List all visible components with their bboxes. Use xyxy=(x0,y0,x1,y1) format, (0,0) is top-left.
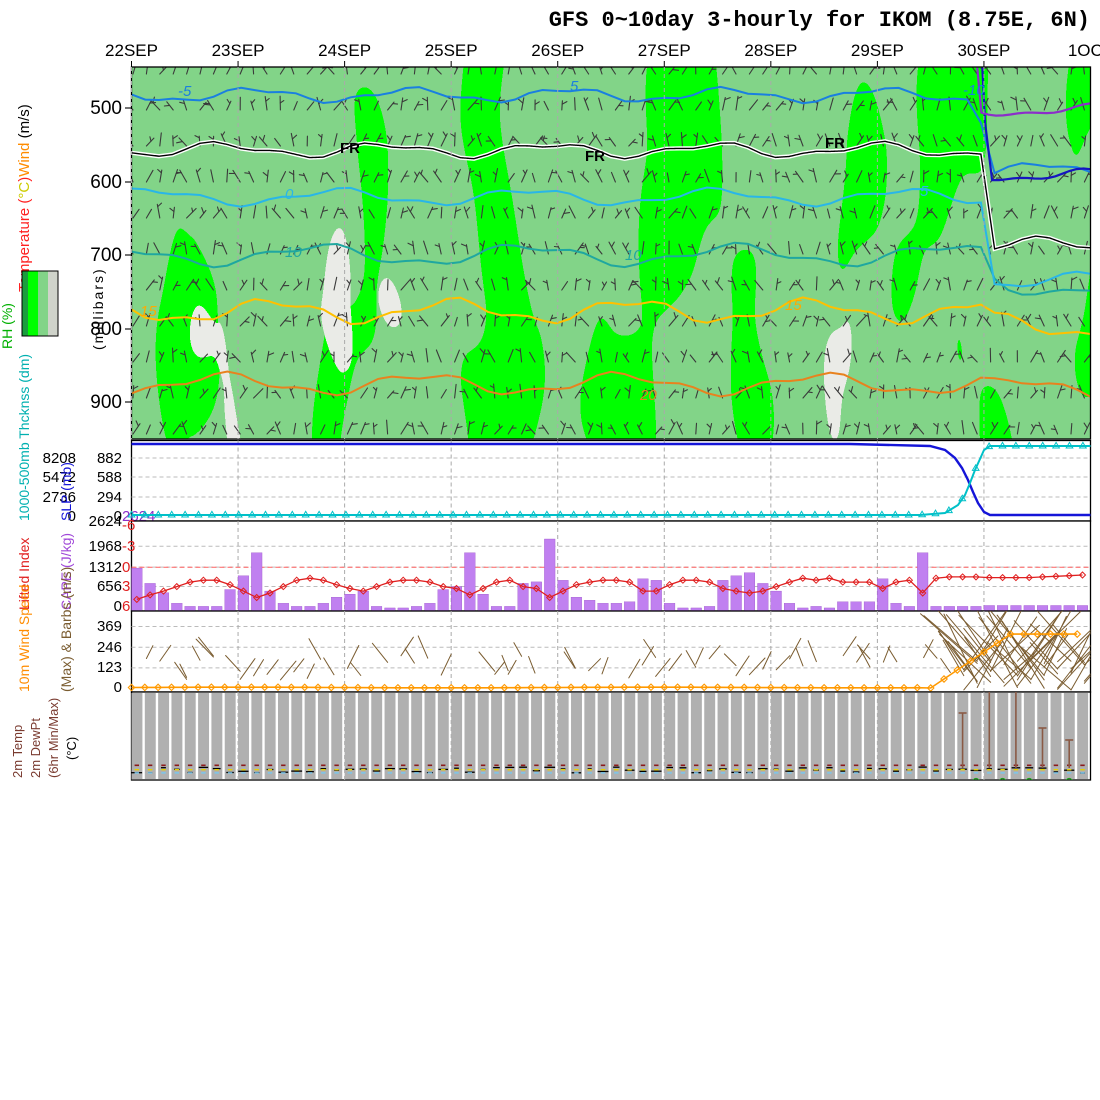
svg-text:RH (%): RH (%) xyxy=(0,303,15,349)
